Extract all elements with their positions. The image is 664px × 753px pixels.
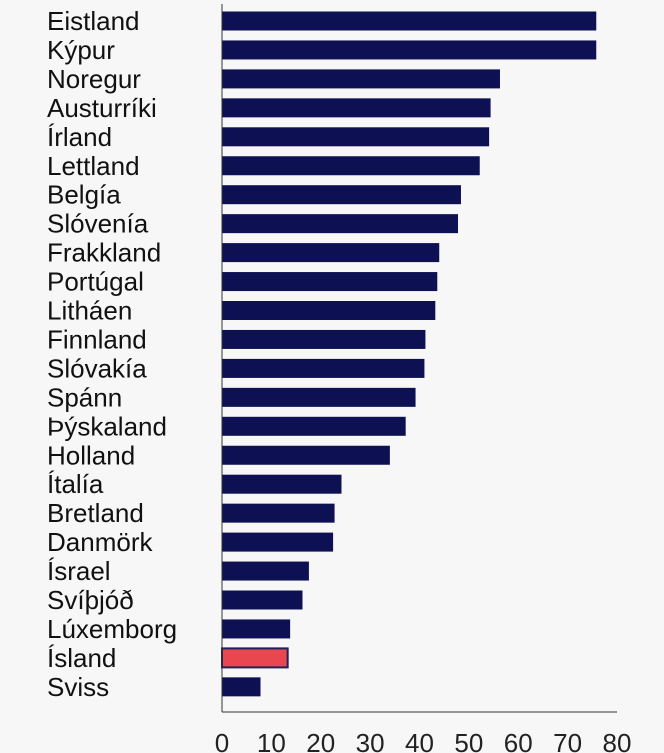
bar-israel: [222, 561, 309, 581]
category-label-eistland: Eistland: [47, 6, 140, 36]
bar-bretland: [222, 503, 335, 523]
category-label-holland: Holland: [47, 440, 135, 470]
bar-frakkland: [222, 243, 440, 263]
bar-slovakia: [222, 358, 425, 378]
x-tick-label-60: 60: [504, 728, 533, 753]
category-label-spann: Spánn: [47, 382, 122, 412]
bar-danmork: [222, 532, 334, 552]
bar-lettland: [222, 156, 480, 176]
x-tick-label-50: 50: [454, 728, 483, 753]
category-label-bretland: Bretland: [47, 498, 144, 528]
category-label-island: Ísland: [47, 643, 116, 673]
x-tick-label-80: 80: [603, 728, 632, 753]
category-label-irland: Írland: [47, 122, 112, 152]
category-label-frakkland: Frakkland: [47, 238, 161, 268]
bar-irland: [222, 127, 490, 147]
bar-svithjod: [222, 590, 303, 610]
category-label-danmork: Danmörk: [47, 527, 153, 557]
bar-italia: [222, 474, 342, 494]
x-axis: 0 10 20 30 40 50 60 70 80: [215, 4, 632, 753]
category-label-lettland: Lettland: [47, 151, 140, 181]
bar-slovenia: [222, 214, 459, 234]
category-label-italia: Ítalía: [47, 469, 104, 499]
x-tick-label-10: 10: [257, 728, 286, 753]
bar-thyskaland: [222, 416, 406, 436]
bar-kypur: [222, 40, 597, 60]
category-label-sviss: Sviss: [47, 672, 109, 702]
x-tick-label-70: 70: [553, 728, 582, 753]
category-label-lithaen: Litháen: [47, 296, 132, 326]
bar-luxemborg: [222, 619, 291, 639]
bar-finnland: [222, 329, 426, 349]
x-tick-label-30: 30: [356, 728, 385, 753]
category-label-slovenia: Slóvenía: [47, 209, 149, 239]
category-label-portugal: Portúgal: [47, 267, 144, 297]
bar-noregur: [222, 69, 500, 89]
bar-austurriki: [222, 98, 491, 118]
bar-spann: [222, 387, 416, 407]
bar-eistland: [222, 11, 597, 31]
bars: [221, 11, 597, 697]
category-label-svithjod: Svíþjóð: [47, 585, 134, 615]
category-label-belgia: Belgía: [47, 180, 121, 210]
category-label-israel: Ísrael: [47, 556, 111, 586]
category-label-slovakia: Slóvakía: [47, 353, 147, 383]
bar-portugal: [222, 272, 438, 292]
category-label-thyskaland: Þýskaland: [47, 411, 167, 441]
bar-lithaen: [222, 301, 436, 320]
category-labels: EistlandKýpurNoregurAusturríkiÍrlandLett…: [47, 6, 177, 702]
bar-sviss: [222, 677, 261, 697]
category-label-austurriki: Austurríki: [47, 93, 157, 123]
x-tick-label-40: 40: [405, 728, 434, 753]
category-label-kypur: Kýpur: [47, 35, 115, 65]
category-label-luxemborg: Lúxemborg: [47, 614, 177, 644]
bar-holland: [222, 445, 390, 465]
x-tick-label-0: 0: [215, 728, 229, 753]
category-label-finnland: Finnland: [47, 324, 147, 354]
bar-belgia: [222, 185, 461, 205]
bar-island: [221, 647, 289, 669]
category-label-noregur: Noregur: [47, 64, 141, 94]
x-tick-label-20: 20: [306, 728, 335, 753]
